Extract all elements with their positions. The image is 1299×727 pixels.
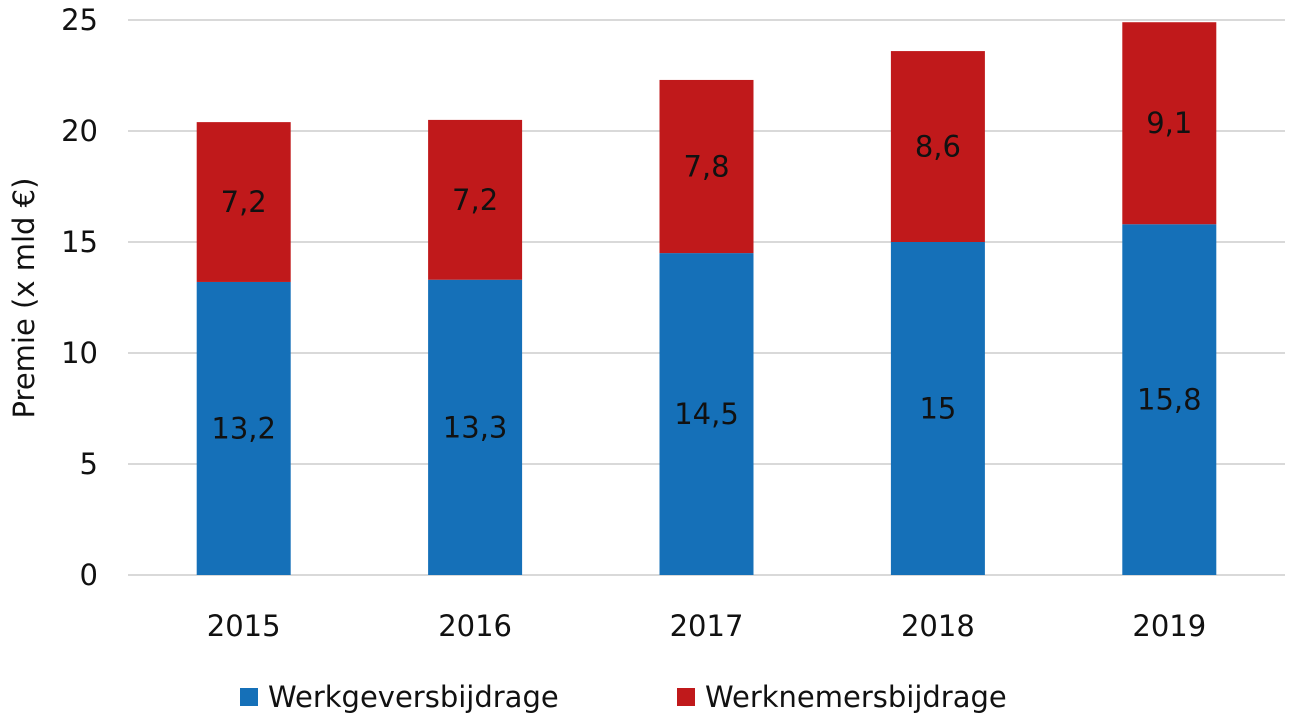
data-label: 7,2: [452, 183, 498, 217]
bar-segment: [196, 281, 291, 575]
y-tick-label: 20: [61, 114, 98, 148]
legend: Werkgeversbijdrage Werknemersbijdrage: [240, 680, 1007, 714]
data-label: 13,2: [211, 411, 276, 445]
bar-segment: [1122, 22, 1217, 225]
data-label: 15,8: [1137, 383, 1202, 417]
bar-segment: [196, 122, 291, 282]
bar-segment: [428, 119, 523, 280]
y-tick-label: 5: [80, 447, 98, 481]
bar-segment: [890, 242, 985, 575]
legend-swatch: [240, 688, 258, 706]
legend-swatch: [677, 688, 695, 706]
data-label: 8,6: [915, 130, 961, 164]
data-label: 7,2: [221, 185, 267, 219]
legend-label: Werknemersbijdrage: [705, 680, 1007, 714]
bars: 13,2 7,2 13,3 7,2 14,5 7,8 15 8,6 15,8 9,1: [196, 22, 1217, 576]
data-label: 9,1: [1146, 106, 1192, 140]
y-tick-label: 15: [61, 225, 98, 259]
y-tick-label: 0: [80, 558, 98, 592]
bar-segment: [659, 79, 754, 254]
bar-segment: [428, 279, 523, 575]
data-label: 15: [919, 392, 956, 426]
x-tick-label: 2016: [438, 609, 512, 643]
y-axis-ticks: 0 5 10 15 20 25: [61, 3, 98, 592]
legend-label: Werkgeversbijdrage: [268, 680, 559, 714]
x-tick-label: 2018: [901, 609, 975, 643]
data-label: 7,8: [683, 150, 729, 184]
bar-segment: [659, 253, 754, 575]
x-axis-ticks: 2015 2016 2017 2018 2019: [207, 609, 1206, 643]
data-label: 13,3: [443, 410, 508, 444]
x-tick-label: 2017: [670, 609, 744, 643]
y-tick-label: 25: [61, 3, 98, 37]
y-axis-label: Premie (x mld €): [7, 178, 41, 419]
x-tick-label: 2015: [207, 609, 281, 643]
y-tick-label: 10: [61, 336, 98, 370]
x-tick-label: 2019: [1132, 609, 1206, 643]
data-label: 14,5: [674, 397, 739, 431]
bar-segment: [890, 51, 985, 242]
bar-segment: [1122, 224, 1217, 576]
